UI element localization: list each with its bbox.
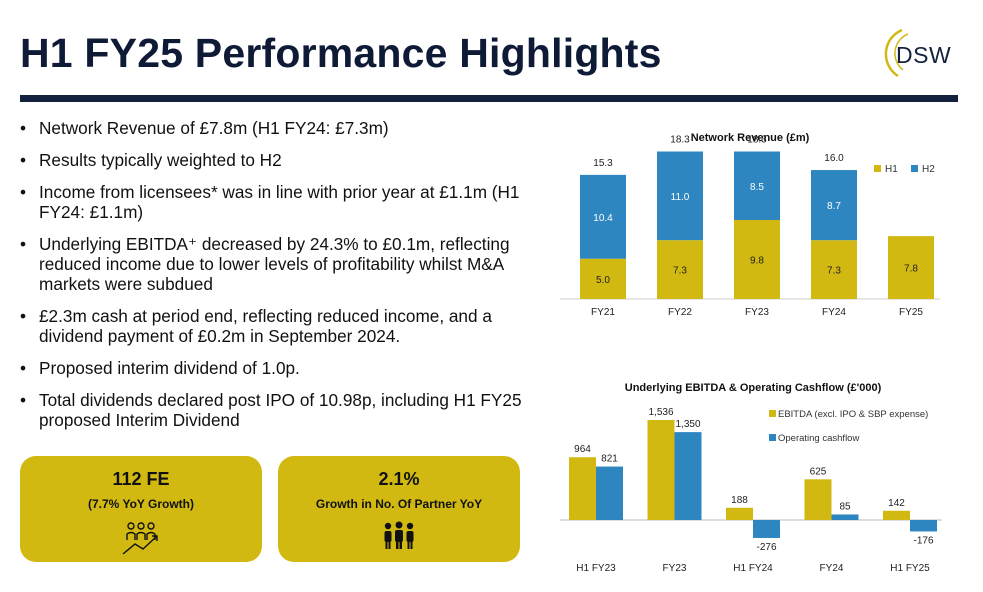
category-label: FY24 bbox=[822, 307, 846, 318]
bar-cashflow bbox=[753, 520, 780, 538]
bar-h1 bbox=[888, 236, 934, 299]
bar-label: 7.8 bbox=[904, 264, 918, 275]
bar-label: 964 bbox=[574, 444, 591, 455]
bar-cashflow bbox=[596, 466, 623, 520]
total-label: 16.0 bbox=[824, 153, 844, 164]
kpi-card-partners: 2.1% Growth in No. Of Partner YoY bbox=[278, 456, 520, 562]
bar-ebitda bbox=[883, 510, 910, 520]
bar-label: 821 bbox=[601, 454, 618, 465]
bar-label: 85 bbox=[839, 501, 851, 512]
bar-h1 bbox=[734, 220, 780, 299]
bullet-item: Underlying EBITDA⁺ decreased by 24.3% to… bbox=[20, 234, 540, 294]
legend-label: H2 bbox=[922, 164, 935, 175]
bar-h2 bbox=[811, 170, 857, 241]
bar-label: 142 bbox=[888, 498, 905, 509]
bar-cashflow bbox=[910, 520, 937, 532]
bar-h2 bbox=[580, 174, 626, 259]
legend-label: Operating cashflow bbox=[778, 433, 859, 444]
bullet-item: Total dividends declared post IPO of 10.… bbox=[20, 390, 540, 430]
dsw-logo-icon bbox=[884, 28, 909, 78]
category-label: FY21 bbox=[591, 307, 615, 318]
ebitda-cashflow-chart: Underlying EBITDA & Operating Cashflow (… bbox=[560, 382, 942, 574]
network-revenue-chart: Network Revenue (£m) H1 H2 5.0 10.4 15.3 FY21 7… bbox=[560, 132, 940, 318]
category-label: FY24 bbox=[820, 563, 844, 574]
bar-label: 8.7 bbox=[827, 201, 841, 212]
bar-h1 bbox=[580, 258, 626, 299]
bar-label: 1,350 bbox=[675, 419, 700, 430]
bar-label: 188 bbox=[731, 495, 748, 506]
category-label: FY22 bbox=[668, 307, 692, 318]
chart-title: Network Revenue (£m) bbox=[691, 132, 810, 144]
chart-title: Underlying EBITDA & Operating Cashflow (… bbox=[625, 382, 882, 394]
legend-label: EBITDA (excl. IPO & SBP expense) bbox=[778, 409, 928, 420]
legend-swatch-h2 bbox=[911, 165, 918, 172]
bullet-item: Proposed interim dividend of 1.0p. bbox=[20, 358, 540, 378]
category-label: H1 FY25 bbox=[890, 563, 930, 574]
bar-label: 9.8 bbox=[750, 256, 764, 267]
bar-h2 bbox=[657, 151, 703, 241]
legend-swatch-cashflow bbox=[769, 434, 776, 441]
bullet-item: Income from licensees* was in line with … bbox=[20, 182, 540, 222]
title-divider bbox=[20, 95, 958, 102]
total-label: 18.3 bbox=[747, 135, 767, 146]
bar-label: 7.3 bbox=[673, 266, 687, 277]
bar-label: 5.0 bbox=[596, 275, 610, 286]
team-people-icon bbox=[384, 521, 414, 549]
growth-people-icon bbox=[122, 522, 158, 555]
bar-h1 bbox=[811, 240, 857, 299]
bar-label: -176 bbox=[913, 535, 933, 546]
bar-h2 bbox=[734, 151, 780, 221]
total-label: 18.3 bbox=[670, 135, 690, 146]
bullet-item: Results typically weighted to H2 bbox=[20, 150, 540, 170]
total-label: 15.3 bbox=[593, 158, 613, 169]
bullet-item: Network Revenue of £7.8m (H1 FY24: £7.3m… bbox=[20, 118, 540, 138]
bar-h1 bbox=[657, 240, 703, 299]
bar-cashflow bbox=[674, 432, 702, 520]
kpi-value: 2.1% bbox=[378, 469, 420, 489]
category-label: FY23 bbox=[745, 307, 769, 318]
logo-text: DSW bbox=[896, 42, 952, 68]
bar-ebitda bbox=[804, 479, 832, 520]
legend-swatch-ebitda bbox=[769, 410, 776, 417]
kpi-value: 112 FE bbox=[112, 469, 170, 489]
bar-label: 1,536 bbox=[648, 407, 673, 418]
kpi-card-fe: 112 FE (7.7% YoY Growth) bbox=[20, 456, 262, 562]
bar-label: 10.4 bbox=[593, 213, 613, 224]
legend-swatch-h1 bbox=[874, 165, 881, 172]
category-label: FY25 bbox=[899, 307, 923, 318]
bar-label: 11.0 bbox=[671, 192, 690, 203]
bar-ebitda bbox=[726, 507, 753, 520]
legend-label: H1 bbox=[885, 164, 898, 175]
bar-label: 7.3 bbox=[827, 266, 841, 277]
bar-cashflow bbox=[831, 514, 859, 520]
bar-ebitda bbox=[569, 457, 596, 520]
page-title: H1 FY25 Performance Highlights bbox=[20, 30, 662, 76]
bar-ebitda bbox=[647, 420, 675, 520]
kpi-label: Growth in No. Of Partner YoY bbox=[315, 497, 483, 511]
category-label: H1 FY24 bbox=[733, 563, 773, 574]
category-label: H1 FY23 bbox=[576, 563, 616, 574]
category-label: FY23 bbox=[663, 563, 687, 574]
kpi-label: (7.7% YoY Growth) bbox=[87, 497, 195, 511]
bar-label: -276 bbox=[756, 542, 776, 553]
bullet-item: £2.3m cash at period end, reflecting red… bbox=[20, 306, 540, 346]
bar-label: 8.5 bbox=[750, 182, 764, 193]
highlights-list: Network Revenue of £7.8m (H1 FY24: £7.3m… bbox=[20, 118, 540, 442]
bar-label: 625 bbox=[810, 466, 827, 477]
